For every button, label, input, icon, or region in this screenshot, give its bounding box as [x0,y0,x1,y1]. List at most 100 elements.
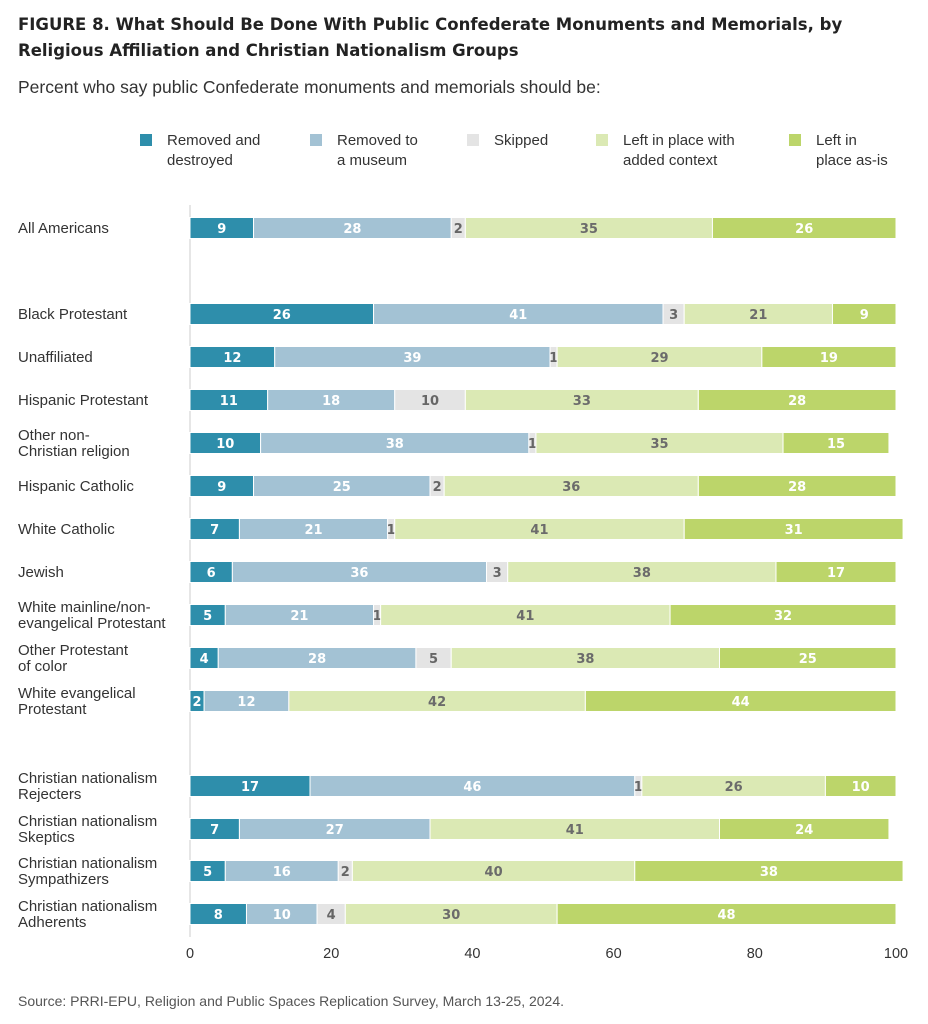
category-label: Other Protestant of color [18,642,129,675]
bar-value-label: 25 [799,652,817,667]
page-title: FIGURE 8. What Should Be Done With Publi… [18,15,843,60]
bar-value-label: 10 [273,908,291,923]
legend-label: Left in place with added context [623,132,735,169]
bar-value-label: 18 [322,394,340,409]
bar-value-label: 38 [760,865,778,880]
bar-value-label: 21 [305,523,323,538]
bar-segment [824,775,897,797]
category-label: Black Protestant [18,306,128,323]
bar-value-label: 41 [566,823,584,838]
bar-value-label: 38 [633,566,651,581]
x-tick-label: 40 [464,946,480,962]
bar-value-label: 11 [220,394,238,409]
legend-swatch [467,134,479,146]
category-label: Hispanic Catholic [18,478,134,495]
x-tick-label: 20 [323,946,339,962]
bar-value-label: 41 [530,523,548,538]
bar-value-label: 41 [509,308,527,323]
bar-value-label: 28 [788,480,806,495]
bar-value-label: 38 [386,437,404,452]
bar-value-label: 9 [217,480,226,495]
bar-value-label: 15 [827,437,845,452]
x-tick-label: 80 [747,946,763,962]
bar-segment [584,690,897,712]
category-label: Christian nationalism Adherents [18,898,157,931]
bar-value-label: 12 [223,351,241,366]
bar-value-label: 4 [327,908,336,923]
bar-value-label: 1 [373,609,382,624]
bar-value-label: 2 [433,480,442,495]
legend-label: Removed to a museum [337,132,418,169]
bar-segment [697,475,897,497]
bar-value-label: 27 [326,823,344,838]
x-tick-label: 60 [606,946,622,962]
bar-value-label: 28 [788,394,806,409]
bar-value-label: 36 [350,566,368,581]
legend-label: Skipped [494,132,549,149]
bar-value-label: 12 [237,695,255,710]
bar-segment [761,346,897,368]
bar-value-label: 32 [774,609,792,624]
bar-value-label: 1 [634,780,643,795]
bar-value-label: 9 [217,222,226,237]
bar-segment [634,860,904,882]
bar-value-label: 2 [454,222,463,237]
category-label: All Americans [18,220,109,237]
bar-value-label: 26 [795,222,813,237]
bar-value-label: 1 [387,523,396,538]
legend-swatch [789,134,801,146]
bar-value-label: 17 [827,566,845,581]
bar-value-label: 10 [421,394,439,409]
category-label: White Catholic [18,521,115,538]
source-note: Source: PRRI-EPU, Religion and Public Sp… [18,993,565,1009]
x-tick-label: 100 [884,946,908,962]
bar-segment [556,903,897,925]
bar-value-label: 25 [333,480,351,495]
category-label: Christian nationalism Rejecters [18,770,157,803]
bar-value-label: 42 [428,695,446,710]
category-label: Christian nationalism Sympathizers [18,855,157,888]
bar-segment [683,518,904,540]
legend-swatch [140,134,152,146]
bar-value-label: 21 [290,609,308,624]
bar-value-label: 9 [860,308,869,323]
bar-value-label: 38 [576,652,594,667]
bar-value-label: 17 [241,780,259,795]
bar-value-label: 44 [732,695,750,710]
category-label: White evangelical Protestant [18,685,136,718]
bar-segment [669,604,897,626]
category-label: Christian nationalism Skeptics [18,813,157,846]
bar-value-label: 39 [403,351,421,366]
bar-value-label: 3 [669,308,678,323]
bar-value-label: 5 [203,865,212,880]
bar-value-label: 8 [214,908,223,923]
bar-value-label: 1 [549,351,558,366]
bar-value-label: 35 [580,222,598,237]
bar-segment [711,217,897,239]
bar-value-label: 5 [429,652,438,667]
bar-value-label: 48 [718,908,736,923]
bar-value-label: 6 [207,566,216,581]
bar-value-label: 2 [341,865,350,880]
bar-value-label: 28 [343,222,361,237]
bar-value-label: 16 [273,865,291,880]
bar-value-label: 4 [200,652,209,667]
legend-swatch [310,134,322,146]
bar-segment [719,818,890,840]
bar-segment [719,647,897,669]
bar-value-label: 30 [442,908,460,923]
category-label: Jewish [18,564,64,581]
bar-value-label: 41 [516,609,534,624]
chart-subtitle: Percent who say public Confederate monum… [18,77,601,97]
bar-value-label: 19 [820,351,838,366]
category-label: Hispanic Protestant [18,392,149,409]
bar-value-label: 24 [795,823,813,838]
bar-value-label: 40 [485,865,503,880]
legend-label: Removed and destroyed [167,132,261,169]
bar-value-label: 1 [528,437,537,452]
bar-segment [831,303,897,325]
bar-value-label: 3 [493,566,502,581]
category-label: White mainline/non-evangelical Protestan… [18,599,166,632]
legend-label: Left in place as-is [816,132,888,169]
x-tick-label: 0 [186,946,194,962]
